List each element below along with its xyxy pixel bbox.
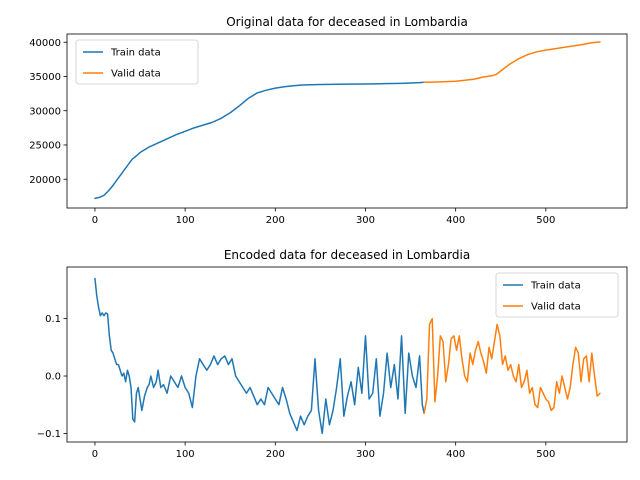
bottom-legend-box <box>495 272 619 318</box>
bottom-series-layer <box>94 277 601 435</box>
bottom-chart-title: Encoded data for deceased in Lombardia <box>224 248 470 262</box>
bottom-series-line-train <box>94 277 425 435</box>
top-series-line-train <box>94 81 425 200</box>
top-x-tick-label: 500 <box>536 215 555 226</box>
bottom-y-ticks: −0.1 0.0 0.1 <box>37 314 67 440</box>
top-y-tick-label: 35000 <box>29 72 61 83</box>
top-axes-frame <box>66 33 628 209</box>
top-subplot: Original data for deceased in Lombardia … <box>29 15 628 226</box>
top-series-layer <box>94 41 601 200</box>
bottom-axes-frame <box>66 266 628 443</box>
bottom-x-tick-label: 100 <box>176 449 195 460</box>
top-legend-label-valid: Valid data <box>111 69 161 80</box>
bottom-x-tick-label: 0 <box>92 449 98 460</box>
bottom-y-tick-label: 0.0 <box>45 372 61 383</box>
top-x-tick-label: 100 <box>176 215 195 226</box>
bottom-x-tick-label: 300 <box>356 449 375 460</box>
top-legend-label-train: Train data <box>110 48 161 59</box>
top-x-tick-label: 200 <box>266 215 285 226</box>
top-legend: Train data Valid data <box>75 39 199 85</box>
top-y-tick-label: 25000 <box>29 141 61 152</box>
bottom-legend-label-valid: Valid data <box>531 302 581 313</box>
top-y-ticks: 20000 25000 30000 35000 40000 <box>29 38 67 186</box>
top-y-tick-label: 40000 <box>29 38 61 49</box>
top-y-tick-label: 30000 <box>29 106 61 117</box>
bottom-legend: Train data Valid data <box>495 272 619 318</box>
top-y-tick-label: 20000 <box>29 175 61 186</box>
top-x-tick-label: 0 <box>92 215 98 226</box>
bottom-subplot: Encoded data for deceased in Lombardia 0… <box>37 248 628 460</box>
bottom-y-tick-label: 0.1 <box>45 314 61 325</box>
top-x-tick-label: 300 <box>356 215 375 226</box>
top-legend-box <box>75 39 199 85</box>
bottom-x-tick-label: 400 <box>446 449 465 460</box>
top-x-ticks: 0 100 200 300 400 500 <box>92 208 555 226</box>
top-series-line-valid <box>423 41 601 84</box>
bottom-x-tick-label: 500 <box>536 449 555 460</box>
top-chart-title: Original data for deceased in Lombardia <box>226 15 468 29</box>
bottom-series-line-valid <box>423 317 601 415</box>
top-x-tick-label: 400 <box>446 215 465 226</box>
bottom-x-tick-label: 200 <box>266 449 285 460</box>
bottom-legend-label-train: Train data <box>530 281 581 292</box>
bottom-y-tick-label: −0.1 <box>37 429 61 440</box>
bottom-x-ticks: 0 100 200 300 400 500 <box>92 442 555 460</box>
